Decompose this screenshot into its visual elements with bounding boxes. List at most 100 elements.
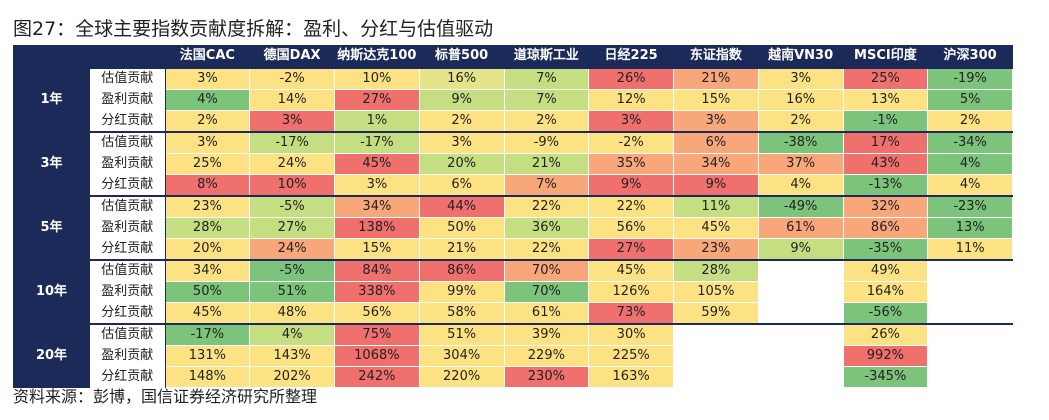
row-label: 估值贡献: [90, 323, 166, 346]
value-cell: 34%: [673, 153, 759, 175]
value-cell: 11%: [927, 238, 1013, 261]
value-cell: -2%: [249, 67, 335, 90]
column-header: 德国DAX: [249, 45, 335, 68]
value-cell: [757, 366, 844, 388]
header-corner: [90, 45, 165, 68]
value-cell: 24%: [249, 153, 335, 175]
value-cell: 9%: [673, 174, 759, 197]
value-cell: 32%: [842, 195, 929, 218]
value-cell: 1068%: [334, 345, 420, 367]
value-cell: 4%: [757, 174, 844, 197]
table-row: 10年 估值贡献 34% -5% 84% 86% 70% 45% 28% 49%: [13, 259, 1013, 324]
value-cell: 9%: [588, 174, 674, 197]
value-cell: 304%: [418, 345, 505, 367]
value-cell: 26%: [842, 323, 929, 346]
source-note: 资料来源：彭博，国信证券经济研究所整理: [13, 387, 318, 406]
value-cell: 56%: [334, 302, 420, 325]
value-cell: 6%: [673, 131, 759, 154]
value-cell: 45%: [588, 259, 674, 282]
value-cell: [757, 345, 844, 367]
column-header: 法国CAC: [165, 45, 250, 68]
value-cell: 4%: [927, 153, 1013, 175]
table-row: 盈利贡献 28% 27% 138% 50% 36% 56% 45% 61% 86% 13%: [13, 217, 1013, 239]
value-cell: 70%: [503, 259, 590, 282]
value-cell: 21%: [418, 238, 505, 261]
value-cell: 24%: [249, 238, 335, 261]
value-cell: -9%: [503, 131, 590, 154]
table-row: 1年 估值贡献 3% -2% 10% 16% 7% 26% 21% 3% 25% -19%: [13, 67, 1013, 132]
value-cell: [673, 323, 759, 346]
table-row: 盈利贡献 50% 51% 338% 99% 70% 126% 105% 164%: [13, 281, 1013, 303]
value-cell: -56%: [842, 302, 929, 325]
value-cell: 49%: [842, 259, 929, 282]
table-body: 1年 估值贡献 3% -2% 10% 16% 7% 26% 21% 3% 25% -19% 盈利贡献 4%…: [13, 67, 1013, 388]
value-cell: [927, 302, 1013, 325]
value-cell: [757, 323, 844, 346]
heatmap-table: 法国CAC 德国DAX 纳斯达克100 标普500 道琼斯工业 日经225 东证指数 越南VN…: [13, 45, 1013, 388]
value-cell: 50%: [418, 217, 505, 239]
value-cell: -23%: [927, 195, 1013, 218]
value-cell: -35%: [842, 238, 929, 261]
value-cell: 48%: [249, 302, 335, 325]
value-cell: 27%: [334, 89, 420, 111]
row-label: 盈利贡献: [90, 217, 166, 239]
value-cell: 25%: [164, 153, 251, 175]
value-cell: 56%: [588, 217, 674, 239]
value-cell: 138%: [334, 217, 420, 239]
value-cell: 10%: [334, 67, 420, 90]
value-cell: 225%: [588, 345, 674, 367]
value-cell: 36%: [503, 217, 590, 239]
value-cell: 45%: [164, 302, 251, 325]
value-cell: [927, 281, 1013, 303]
value-cell: -5%: [249, 259, 335, 282]
column-header: 沪深300: [927, 45, 1013, 68]
table-row: 分红贡献 45% 48% 56% 58% 61% 73% 59% -56%: [13, 302, 1013, 325]
value-cell: -345%: [842, 366, 929, 388]
value-cell: 992%: [842, 345, 929, 367]
row-label: 分红贡献: [90, 110, 166, 132]
value-cell: 70%: [503, 281, 590, 303]
value-cell: 73%: [588, 302, 674, 325]
column-header: MSCI印度: [843, 45, 928, 68]
value-cell: 13%: [842, 89, 929, 111]
value-cell: 99%: [418, 281, 505, 303]
value-cell: 37%: [757, 153, 844, 175]
row-label: 分红贡献: [90, 366, 166, 388]
table-row: 分红贡献 2% 3% 1% 2% 2% 3% 3% 2% -1% 2%: [13, 110, 1013, 133]
row-label: 盈利贡献: [90, 345, 166, 367]
value-cell: 28%: [673, 259, 759, 282]
value-cell: 105%: [673, 281, 759, 303]
value-cell: 51%: [249, 281, 335, 303]
column-header: 日经225: [588, 45, 674, 68]
value-cell: 30%: [588, 323, 674, 346]
value-cell: 43%: [842, 153, 929, 175]
value-cell: 3%: [164, 131, 251, 154]
value-cell: 12%: [588, 89, 674, 111]
value-cell: 27%: [588, 238, 674, 261]
value-cell: 22%: [503, 195, 590, 218]
value-cell: [927, 323, 1013, 346]
value-cell: 22%: [503, 238, 590, 261]
group-label: 3年: [13, 131, 90, 196]
header-corner: [13, 45, 90, 68]
value-cell: 15%: [673, 89, 759, 111]
value-cell: 17%: [842, 131, 929, 154]
value-cell: 21%: [503, 153, 590, 175]
group-label: 1年: [13, 67, 90, 132]
table-row: 分红贡献 20% 24% 15% 21% 22% 27% 23% 9% -35% 11%: [13, 238, 1013, 261]
value-cell: 338%: [334, 281, 420, 303]
row-label: 盈利贡献: [90, 153, 166, 175]
value-cell: 242%: [334, 366, 420, 388]
value-cell: 7%: [503, 89, 590, 111]
value-cell: 45%: [334, 153, 420, 175]
value-cell: 3%: [334, 174, 420, 197]
row-label: 盈利贡献: [90, 89, 166, 111]
value-cell: 15%: [334, 238, 420, 261]
value-cell: 22%: [588, 195, 674, 218]
value-cell: 86%: [418, 259, 505, 282]
value-cell: 2%: [503, 110, 590, 133]
value-cell: 131%: [164, 345, 251, 367]
value-cell: 4%: [927, 174, 1013, 197]
value-cell: [757, 302, 844, 325]
